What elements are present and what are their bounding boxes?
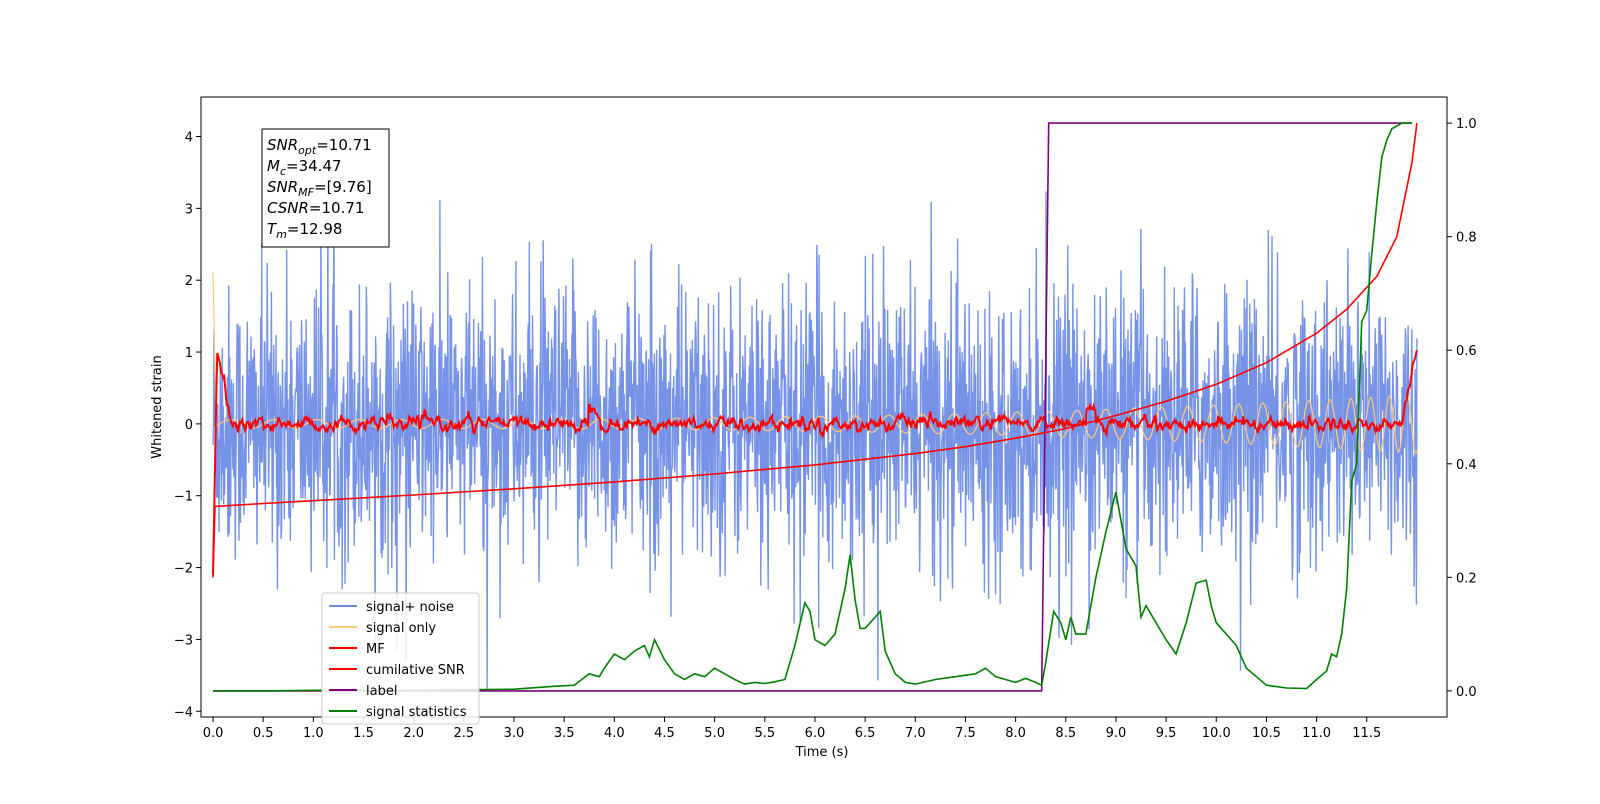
legend-label: cumilative SNR bbox=[366, 663, 465, 678]
y-left-tick-label: 3 bbox=[185, 202, 193, 217]
series-signal-only bbox=[212, 272, 1418, 455]
y-axis-left: −4 −3 −2 −1 0 1 2 3 4 bbox=[174, 131, 201, 720]
y-right-tick-label: 0.2 bbox=[1456, 571, 1477, 586]
series-mf bbox=[212, 350, 1418, 575]
x-axis-label: Time (s) bbox=[795, 745, 849, 760]
plot-frame bbox=[200, 96, 1448, 718]
series-signal-statistics bbox=[213, 122, 1412, 692]
y-left-tick-label: 1 bbox=[185, 346, 193, 361]
y-left-tick-label: 0 bbox=[185, 418, 193, 433]
x-tick-label: 10.5 bbox=[1252, 726, 1281, 741]
x-tick-label: 6.5 bbox=[855, 726, 876, 741]
x-tick-label: 5.0 bbox=[704, 726, 725, 741]
x-tick-label: 8.0 bbox=[1005, 726, 1026, 741]
legend-label: signal only bbox=[366, 621, 436, 636]
y-right-tick-label: 0.0 bbox=[1456, 685, 1477, 700]
x-tick-label: 1.5 bbox=[353, 726, 374, 741]
x-axis: 0.0 0.5 1.0 1.5 2.0 2.5 3.0 3.5 4.0 4.5 5.0 5.5 6.0 6… bbox=[203, 717, 1381, 741]
legend-label: signal+ noise bbox=[366, 600, 454, 615]
x-tick-label: 10.0 bbox=[1202, 726, 1231, 741]
annotation-tm: Tm=12.98 bbox=[267, 220, 342, 241]
x-tick-label: 3.5 bbox=[554, 726, 575, 741]
y-left-tick-label: −2 bbox=[174, 562, 193, 577]
legend-label: label bbox=[366, 684, 397, 699]
y-axis-label: Whitened strain bbox=[150, 355, 165, 458]
x-tick-label: 3.0 bbox=[504, 726, 525, 741]
x-tick-label: 4.0 bbox=[604, 726, 625, 741]
legend-label: MF bbox=[366, 642, 385, 657]
legend-label: signal statistics bbox=[366, 705, 467, 720]
y-left-tick-label: −3 bbox=[174, 633, 193, 648]
y-axis-right: 0.0 0.2 0.4 0.6 0.8 1.0 bbox=[1447, 117, 1477, 700]
y-right-tick-label: 0.4 bbox=[1456, 458, 1477, 473]
legend-frame bbox=[321, 592, 480, 725]
x-tick-label: 6.0 bbox=[805, 726, 826, 741]
series-layer bbox=[212, 122, 1418, 692]
y-left-tick-label: 2 bbox=[185, 274, 193, 289]
y-left-tick-label: −1 bbox=[174, 490, 193, 505]
x-tick-label: 11.5 bbox=[1352, 726, 1381, 741]
y-right-tick-label: 0.8 bbox=[1456, 231, 1477, 246]
x-tick-label: 7.5 bbox=[955, 726, 976, 741]
x-tick-label: 0.0 bbox=[203, 726, 224, 741]
series-label bbox=[213, 122, 1412, 692]
x-tick-label: 4.5 bbox=[654, 726, 675, 741]
x-tick-label: 0.5 bbox=[253, 726, 274, 741]
series-cumilative-SNR bbox=[212, 123, 1418, 578]
annotation-csnr: CSNR=10.71 bbox=[267, 199, 364, 217]
y-right-tick-label: 1.0 bbox=[1456, 117, 1477, 132]
x-tick-label: 1.0 bbox=[303, 726, 324, 741]
y-left-tick-label: 4 bbox=[185, 131, 193, 146]
annotation-mc: Mc=34.47 bbox=[267, 157, 342, 178]
series-signal-noise bbox=[212, 163, 1418, 690]
x-tick-label: 5.5 bbox=[754, 726, 775, 741]
annotation-snr-opt: SNRopt=10.71 bbox=[267, 136, 372, 157]
x-tick-label: 7.0 bbox=[905, 726, 926, 741]
x-tick-label: 11.0 bbox=[1302, 726, 1331, 741]
y-left-tick-label: −4 bbox=[174, 705, 193, 720]
y-right-tick-label: 0.6 bbox=[1456, 344, 1477, 359]
legend: signal+ noise signal only MF cumilative SNR… bbox=[321, 592, 480, 725]
annotation-box: SNRopt=10.71 Mc=34.47 SNRMF=[9.76] CSNR=… bbox=[261, 128, 390, 248]
x-tick-label: 2.0 bbox=[403, 726, 424, 741]
x-tick-label: 2.5 bbox=[454, 726, 475, 741]
x-tick-label: 9.5 bbox=[1156, 726, 1177, 741]
x-tick-label: 9.0 bbox=[1106, 726, 1127, 741]
annotation-snr-mf: SNRMF=[9.76] bbox=[267, 178, 372, 199]
x-tick-label: 8.5 bbox=[1055, 726, 1076, 741]
